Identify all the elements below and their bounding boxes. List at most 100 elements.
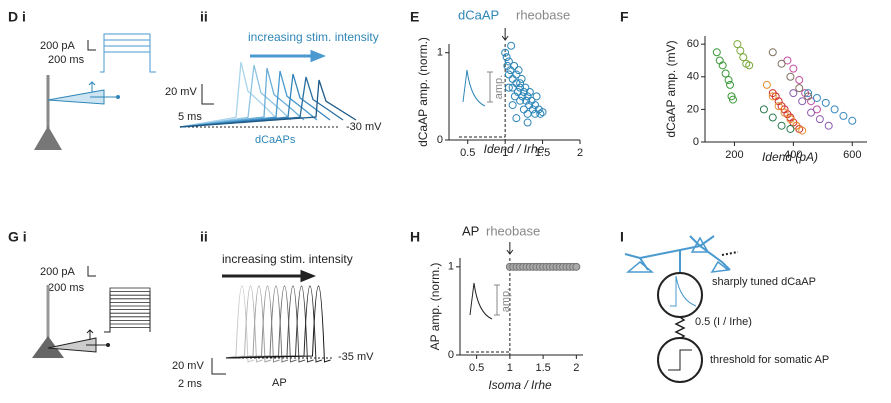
point: [798, 97, 807, 106]
point: [786, 115, 795, 124]
x-tick-label: 1.5: [535, 147, 550, 159]
y-tick-label: 0: [437, 134, 443, 146]
point: [512, 70, 521, 79]
x-tick-label: 200: [725, 149, 743, 161]
point: [807, 108, 816, 117]
trace: [225, 285, 263, 363]
point: [501, 48, 510, 57]
point: [521, 83, 530, 92]
scale-text: 200 ms: [48, 282, 85, 294]
inset-label: amp.: [500, 288, 512, 312]
stimulus-steps: [100, 33, 156, 73]
point: [839, 111, 848, 120]
point: [745, 61, 754, 70]
point: [523, 92, 532, 101]
point: [777, 59, 786, 68]
rheobase-arrow: [501, 28, 509, 41]
x-axis-label: Idend (pA): [762, 150, 818, 164]
point: [502, 53, 511, 62]
scale-bar: [201, 84, 214, 105]
point: [733, 40, 742, 49]
y-tick-label: 40: [687, 71, 699, 83]
inset-trace: [462, 69, 486, 107]
point: [728, 95, 737, 104]
point: [786, 72, 795, 81]
inset-bar: [494, 284, 500, 316]
point: [739, 53, 748, 62]
y-tick-label: 1: [437, 47, 443, 59]
point: [517, 74, 526, 83]
step: [104, 291, 151, 333]
trace: [225, 285, 323, 363]
trace-label: AP: [272, 377, 287, 389]
point: [798, 126, 807, 135]
point: [523, 118, 532, 127]
point: [538, 108, 547, 117]
panel-title: rheobase: [486, 223, 540, 238]
scale-text: 20 mV: [165, 86, 197, 98]
trace: [225, 285, 255, 363]
trace: [225, 285, 280, 363]
trace-label: dCaAPs: [255, 134, 296, 146]
point: [536, 109, 545, 118]
y-tick-label: 0: [448, 349, 454, 361]
point: [512, 114, 521, 123]
panel-label: H: [410, 229, 420, 245]
scale-text: 2 ms: [178, 378, 202, 390]
point: [768, 113, 777, 122]
y-axis-label: dCaAP amp. (mV): [664, 40, 678, 137]
point: [736, 46, 745, 55]
point: [724, 76, 733, 85]
charts: 0 1 0.5 1 1.5 2 dCaAP amp. (norm.) Idend / Irhe…: [416, 7, 867, 392]
point: [516, 96, 525, 105]
arrow: [250, 49, 327, 63]
inset-trace: [670, 275, 697, 307]
annotation: sharply tuned dCaAP: [712, 276, 816, 288]
point: [768, 92, 777, 101]
annotation: 0.5 (I / Irhe): [695, 316, 752, 328]
point: [804, 92, 813, 101]
inset-label: amp.: [493, 75, 505, 99]
point: [804, 89, 813, 98]
scale-bar: [211, 358, 226, 375]
point: [768, 48, 777, 57]
y-tick-label: 60: [687, 38, 699, 50]
point: [824, 121, 833, 130]
point: [786, 124, 795, 133]
point: [572, 262, 581, 271]
x-tick-label: 1: [507, 362, 513, 374]
point: [783, 56, 792, 65]
stim-label: increasing stim. intensity: [222, 252, 353, 266]
point: [795, 76, 804, 85]
panel-title: AP: [462, 223, 479, 238]
trace: [225, 285, 314, 363]
arrow: [222, 269, 317, 283]
point: [792, 121, 801, 130]
x-tick-label: 1.5: [535, 362, 550, 374]
trace: [225, 285, 272, 363]
point: [504, 83, 513, 92]
inset-trace: [668, 349, 692, 371]
point: [712, 48, 721, 57]
x-tick-label: 0.5: [460, 147, 475, 159]
point: [795, 84, 804, 93]
x-axis-label: Idend / Irhe: [484, 142, 545, 156]
y-tick-label: 20: [687, 103, 699, 115]
trace: [225, 285, 306, 363]
x-tick-label: 0.5: [469, 362, 484, 374]
point: [780, 108, 789, 117]
point: [830, 105, 839, 114]
trace: [225, 285, 331, 363]
neuron: [32, 285, 110, 358]
stim-label: increasing stim. intensity: [248, 30, 379, 44]
panel-label: ii: [200, 229, 208, 245]
point: [507, 41, 516, 50]
y-tick-label: 1: [448, 261, 454, 273]
scale-text: 200 pA: [40, 40, 76, 52]
panel-title: rheobase: [516, 7, 570, 22]
point: [726, 80, 735, 89]
point: [508, 74, 517, 83]
scale-text: 200 pA: [40, 266, 76, 278]
scale-text: 20 mV: [172, 360, 204, 372]
